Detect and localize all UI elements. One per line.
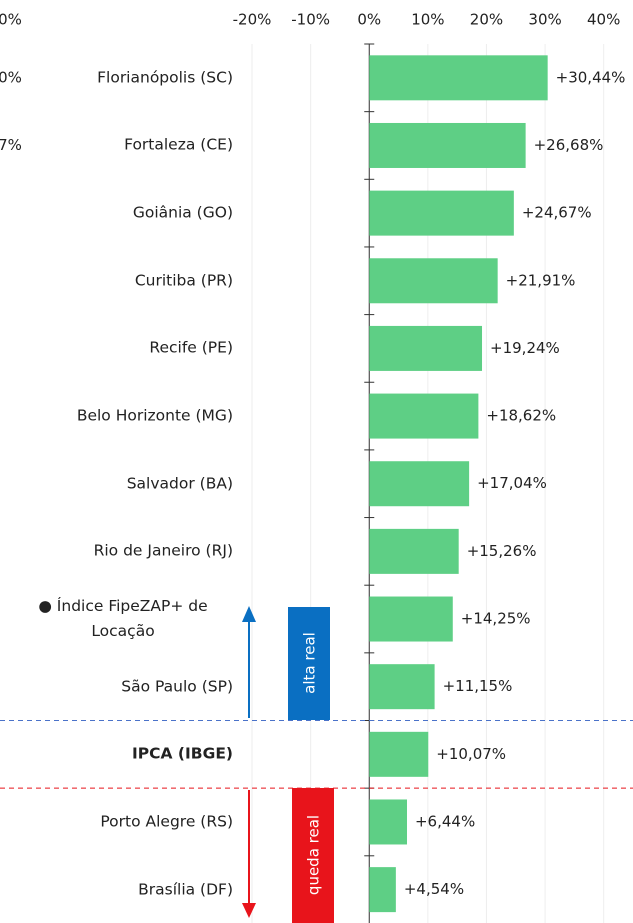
- bar: [369, 799, 407, 845]
- bar: [369, 528, 459, 574]
- bar: [369, 596, 453, 642]
- bar: [369, 190, 514, 236]
- x-tick-label: 10%: [411, 11, 444, 29]
- bar: [369, 461, 470, 507]
- bar: [369, 867, 396, 913]
- bar: [369, 55, 548, 101]
- value-label: +6,44%: [415, 812, 475, 830]
- value-label: +24,67%: [522, 204, 592, 222]
- category-label: IPCA (IBGE): [132, 744, 233, 763]
- down-box: [292, 788, 334, 923]
- x-tick-label: 40%: [587, 11, 620, 29]
- x-tick-label: 30%: [528, 11, 561, 29]
- value-label: +30,44%: [556, 68, 626, 86]
- category-label: Brasília (DF): [138, 880, 233, 899]
- category-label: Rio de Janeiro (RJ): [93, 541, 233, 560]
- up-arrowhead: [242, 606, 256, 622]
- cropped-fragment: 7%: [0, 136, 22, 154]
- value-label: +26,68%: [534, 136, 604, 154]
- category-label: Porto Alegre (RS): [100, 812, 233, 831]
- category-label: Recife (PE): [149, 339, 233, 358]
- value-label: +17,04%: [477, 474, 547, 492]
- category-label: Florianópolis (SC): [97, 68, 233, 87]
- category-label: Goiânia (GO): [132, 203, 233, 222]
- bar: [369, 258, 498, 304]
- down-label: queda real: [305, 815, 323, 895]
- bar: [369, 325, 483, 371]
- category-label: São Paulo (SP): [121, 677, 233, 696]
- value-label: +15,26%: [467, 542, 537, 560]
- cropped-fragment: 0%: [0, 11, 22, 29]
- value-label: +18,62%: [486, 407, 556, 425]
- category-label: Curitiba (PR): [134, 271, 233, 290]
- up-box: [288, 607, 330, 720]
- value-label: +21,91%: [506, 271, 576, 289]
- down-arrowhead: [242, 903, 256, 918]
- bar: [369, 393, 479, 439]
- x-tick-label: 0%: [357, 11, 381, 29]
- x-tick-label: -20%: [233, 11, 272, 29]
- value-label: +19,24%: [490, 339, 560, 357]
- bar: [369, 664, 435, 710]
- x-tick-label: -10%: [291, 11, 330, 29]
- category-label: Fortaleza (CE): [124, 136, 233, 155]
- category-label: Belo Horizonte (MG): [76, 406, 233, 425]
- up-label: alta real: [301, 632, 319, 694]
- bar: [369, 122, 526, 168]
- bar: [369, 731, 429, 777]
- value-label: +11,15%: [443, 677, 513, 695]
- value-label: +14,25%: [461, 610, 531, 628]
- value-label: +4,54%: [404, 880, 464, 898]
- category-label: Salvador (BA): [126, 474, 233, 493]
- value-label: +10,07%: [436, 745, 506, 763]
- cropped-fragment: 0%: [0, 68, 22, 86]
- category-label: ● Índice FipeZAP+ de Locação: [38, 597, 208, 641]
- x-tick-label: 20%: [470, 11, 503, 29]
